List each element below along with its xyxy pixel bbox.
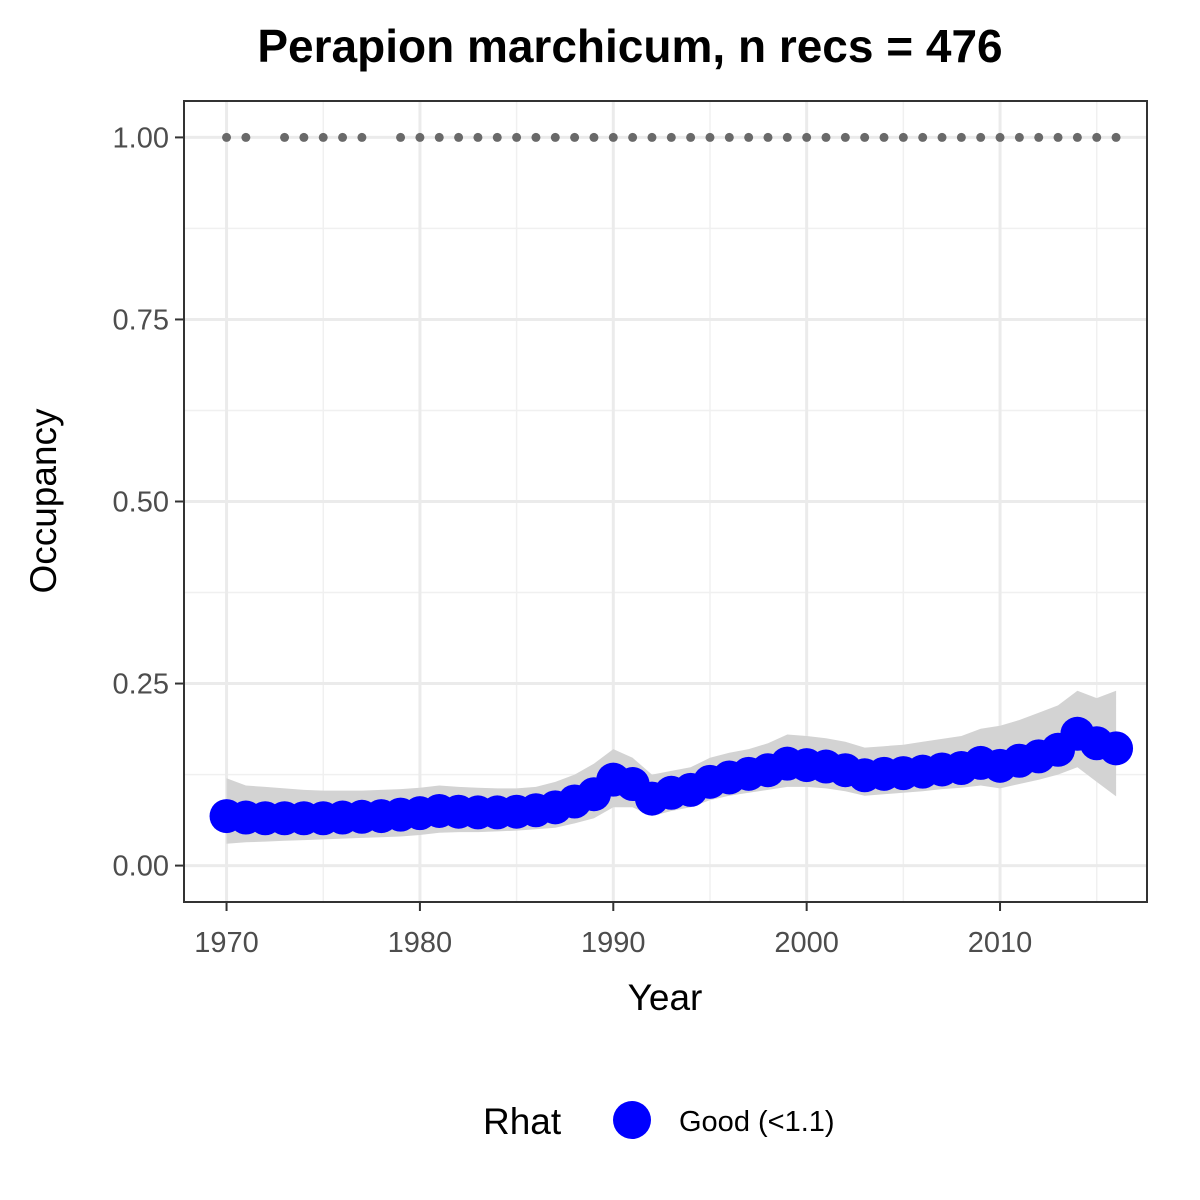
record-point (956, 132, 966, 142)
legend-key-good (613, 1101, 651, 1139)
record-point (705, 132, 715, 142)
occupancy-point (1099, 731, 1134, 766)
record-point (280, 132, 290, 142)
y-tick-label: 0.25 (113, 669, 169, 701)
y-axis-title: Occupancy (23, 408, 64, 594)
record-point (570, 132, 580, 142)
record-point (802, 132, 812, 142)
x-axis: 1970 1980 1990 2000 2010 (194, 902, 1032, 959)
record-point (222, 132, 232, 142)
record-point (647, 132, 657, 142)
record-point (937, 132, 947, 142)
x-tick-label: 1990 (581, 927, 646, 959)
legend: Rhat Good (<1.1) (483, 1101, 835, 1142)
x-tick-label: 2010 (968, 927, 1033, 959)
record-point (1014, 132, 1024, 142)
y-tick-label: 1.00 (113, 122, 169, 154)
record-point (995, 132, 1005, 142)
record-point (454, 132, 464, 142)
record-point (1053, 132, 1063, 142)
record-point (492, 132, 502, 142)
record-point (918, 132, 928, 142)
record-point (241, 132, 251, 142)
record-point (473, 132, 483, 142)
record-point (1034, 132, 1044, 142)
record-point (840, 132, 850, 142)
x-axis-title: Year (628, 977, 703, 1018)
occupancy-points-layer (209, 716, 1134, 836)
record-point (415, 132, 425, 142)
record-point (976, 132, 986, 142)
record-point (550, 132, 560, 142)
legend-title: Rhat (483, 1101, 562, 1142)
record-point (338, 132, 348, 142)
legend-label-good: Good (<1.1) (679, 1106, 835, 1138)
record-point (628, 132, 638, 142)
record-point (879, 132, 889, 142)
record-point (744, 132, 754, 142)
record-point (724, 132, 734, 142)
record-point (782, 132, 792, 142)
record-point (666, 132, 676, 142)
record-point (396, 132, 406, 142)
record-point (821, 132, 831, 142)
record-point (686, 132, 696, 142)
record-point (434, 132, 444, 142)
x-tick-label: 2000 (774, 927, 839, 959)
y-axis: 0.00 0.25 0.50 0.75 1.00 (113, 122, 184, 883)
record-point (608, 132, 618, 142)
record-point (1072, 132, 1082, 142)
chart-title: Perapion marchicum, n recs = 476 (257, 20, 1002, 72)
y-tick-label: 0.50 (113, 487, 169, 519)
record-point (898, 132, 908, 142)
record-point (357, 132, 367, 142)
record-point (1092, 132, 1102, 142)
y-tick-label: 0.75 (113, 304, 169, 336)
record-points-layer (222, 132, 1121, 142)
x-tick-label: 1970 (194, 927, 259, 959)
x-tick-label: 1980 (388, 927, 453, 959)
record-point (763, 132, 773, 142)
record-point (1111, 132, 1121, 142)
record-point (860, 132, 870, 142)
major-grid (184, 101, 1147, 902)
record-point (531, 132, 541, 142)
record-point (512, 132, 522, 142)
record-point (318, 132, 328, 142)
record-point (589, 132, 599, 142)
record-point (299, 132, 309, 142)
y-tick-label: 0.00 (113, 851, 169, 883)
